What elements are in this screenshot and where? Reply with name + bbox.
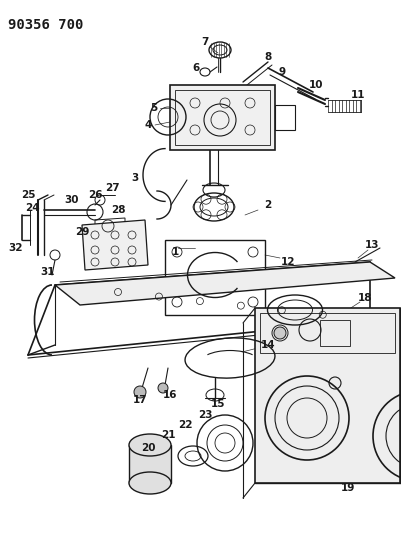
Text: 10: 10	[309, 80, 323, 90]
Polygon shape	[170, 85, 275, 150]
Text: 3: 3	[132, 173, 139, 183]
Text: 25: 25	[21, 190, 35, 200]
Text: 14: 14	[261, 340, 275, 350]
Text: 17: 17	[133, 395, 147, 405]
Text: 1: 1	[171, 247, 178, 257]
Text: 4: 4	[144, 120, 152, 130]
Text: 31: 31	[41, 267, 55, 277]
Text: 90356 700: 90356 700	[8, 18, 83, 32]
Text: 20: 20	[141, 443, 155, 453]
Text: 22: 22	[178, 420, 192, 430]
Text: 2: 2	[264, 200, 271, 210]
Text: 7: 7	[201, 37, 209, 47]
Text: 6: 6	[192, 63, 200, 73]
Ellipse shape	[129, 472, 171, 494]
Polygon shape	[255, 308, 400, 483]
Text: U U U: U U U	[140, 479, 160, 483]
Text: 13: 13	[365, 240, 379, 250]
Text: 32: 32	[9, 243, 23, 253]
Text: 12: 12	[281, 257, 295, 267]
Text: 29: 29	[75, 227, 89, 237]
Ellipse shape	[129, 434, 171, 456]
Polygon shape	[129, 445, 171, 483]
Text: 18: 18	[358, 293, 372, 303]
Text: 5: 5	[150, 103, 158, 113]
Text: 11: 11	[351, 90, 365, 100]
Text: 16: 16	[163, 390, 177, 400]
Text: 8: 8	[264, 52, 271, 62]
Text: 26: 26	[88, 190, 102, 200]
Text: 28: 28	[111, 205, 125, 215]
Text: 19: 19	[341, 483, 355, 493]
Circle shape	[274, 327, 286, 339]
Circle shape	[134, 386, 146, 398]
Text: 9: 9	[278, 67, 286, 77]
Polygon shape	[82, 220, 148, 270]
Text: 24: 24	[25, 203, 39, 213]
Circle shape	[158, 383, 168, 393]
Text: 15: 15	[211, 399, 225, 409]
Text: 27: 27	[105, 183, 119, 193]
Polygon shape	[55, 262, 395, 305]
Text: 30: 30	[65, 195, 79, 205]
Text: 21: 21	[161, 430, 175, 440]
Text: 23: 23	[198, 410, 212, 420]
